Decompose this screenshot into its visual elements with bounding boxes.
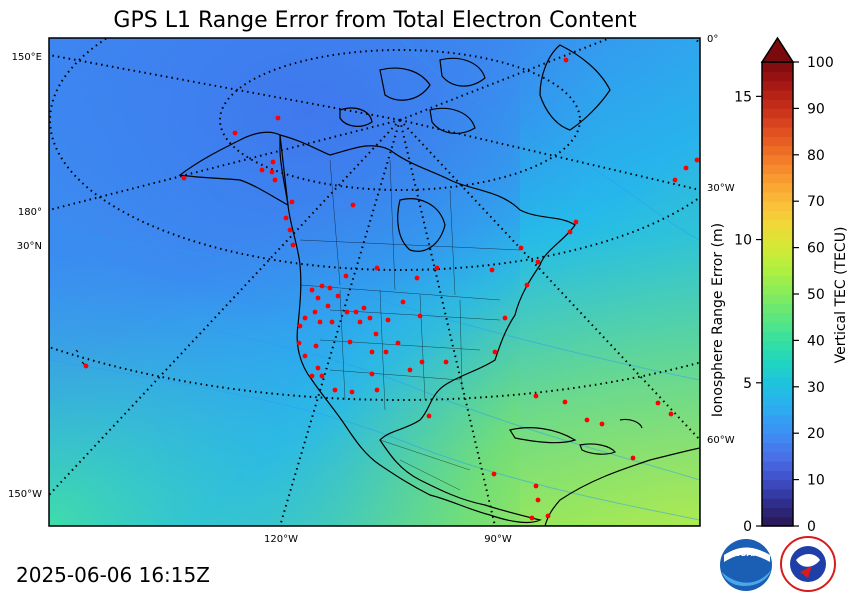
- colorbar-segment: [762, 349, 793, 360]
- colorbar-segment: [762, 498, 793, 509]
- colorbar-segment: [762, 488, 793, 499]
- colorbar-segment: [762, 256, 793, 267]
- colorbar-segment: [762, 145, 793, 156]
- colorbar-segment: [762, 117, 793, 128]
- colorbar-segment: [762, 275, 793, 286]
- colorbar-segment: [762, 321, 793, 332]
- range-tick-label: 5: [743, 376, 752, 392]
- colorbar-segment: [762, 423, 793, 434]
- colorbar-segment: [762, 62, 793, 72]
- tec-tick-label: 10: [807, 473, 825, 489]
- colorbar-segment: [762, 247, 793, 258]
- tec-contours: [49, 38, 700, 521]
- graticule: [49, 38, 700, 526]
- colorbar-segment: [762, 154, 793, 165]
- colorbar-segment: [762, 266, 793, 277]
- nws-logo: [780, 536, 836, 592]
- colorbar-segment: [762, 71, 793, 82]
- colorbar-segment: [762, 229, 793, 239]
- colorbar-segment: [762, 442, 793, 453]
- tec-tick-label: 60: [807, 241, 825, 257]
- range-tick-label: 10: [734, 233, 752, 249]
- tec-tick-label: 90: [807, 101, 825, 117]
- colorbar-segment: [762, 414, 793, 425]
- graticule-label-30n: 30°N: [17, 241, 42, 252]
- range-tick-label: 0: [743, 519, 752, 535]
- colorbar-segment: [762, 312, 793, 323]
- map-frame: [48, 37, 701, 527]
- colorbar-segment: [762, 164, 793, 174]
- colorbar-segment: [762, 294, 793, 304]
- range-axis-label: Ionosphere Range Error (m): [710, 223, 726, 417]
- tec-tick-label: 30: [807, 380, 825, 396]
- colorbar-segment: [762, 210, 793, 221]
- tec-tick-label: 80: [807, 148, 825, 164]
- noaa-logo: NOAA: [720, 539, 772, 591]
- colorbar-segment: [762, 182, 793, 193]
- graticule-label-90w: 90°W: [484, 534, 512, 545]
- colorbar-segment: [762, 461, 793, 471]
- graticule-label-60w: 60°W: [707, 435, 735, 446]
- colorbar-segment: [762, 89, 793, 100]
- graticule-label-30w: 30°W: [707, 183, 735, 194]
- tec-tick-label: 100: [807, 55, 834, 71]
- tec-tick-label: 50: [807, 287, 825, 303]
- colorbar-segment: [762, 80, 793, 91]
- tec-tick-label: 70: [807, 194, 825, 210]
- colorbar-segment: [762, 516, 793, 527]
- colorbar-segment: [762, 377, 793, 388]
- station-markers: [83, 57, 700, 521]
- colorbar-segment: [762, 479, 793, 490]
- colorbar-segment: [762, 396, 793, 406]
- colorbar-segment: [762, 173, 793, 184]
- graticule-label-0: 0°: [707, 34, 718, 45]
- colorbar-extend-arrow: [760, 36, 795, 63]
- graticule-label-150e: 150°E: [12, 52, 42, 63]
- colorbar-segment: [762, 99, 793, 109]
- admin-borders: [299, 159, 521, 491]
- colorbar-segment: [762, 433, 793, 444]
- chart-title: GPS L1 Range Error from Total Electron C…: [113, 8, 637, 33]
- colorbar-segment: [762, 331, 793, 341]
- colorbar-segment: [762, 368, 793, 379]
- colorbar-segment: [762, 191, 793, 202]
- graticule-label-180: 180°: [18, 207, 42, 218]
- tec-tick-label: 40: [807, 333, 825, 349]
- colorbar-segment: [762, 451, 793, 462]
- colorbar-segment: [762, 201, 793, 212]
- timestamp: 2025-06-06 16:15Z: [16, 563, 210, 587]
- colorbar-segment: [762, 340, 793, 351]
- graticule-label-120w: 120°W: [264, 534, 298, 545]
- colorbar-segment: [762, 358, 793, 369]
- colorbar-segment: [762, 219, 793, 230]
- colorbar-segment: [762, 108, 793, 119]
- colorbar-segment: [762, 284, 793, 295]
- colorbar-segment: [762, 470, 793, 481]
- colorbar-segment: [762, 507, 793, 518]
- graticule-label-150w: 150°W: [8, 489, 42, 500]
- tec-tick-label: 20: [807, 426, 825, 442]
- range-tick-label: 15: [734, 89, 752, 105]
- tec-tick-label: 0: [807, 519, 816, 535]
- tec-axis-label: Vertical TEC (TECU): [833, 227, 849, 364]
- colorbar-segment: [762, 238, 793, 249]
- colorbar-segment: [762, 126, 793, 137]
- colorbar-segment: [762, 136, 793, 147]
- noaa-logo-text: NOAA: [733, 549, 759, 558]
- colorbar-segment: [762, 405, 793, 416]
- colorbar-segment: [762, 303, 793, 314]
- colorbar: 0 10 20 30 40 50 60 70 80 90 100 0 5 10 15: [734, 36, 834, 535]
- colorbar-segment: [762, 386, 793, 397]
- map-panel: [49, 38, 700, 526]
- coastlines: [75, 44, 700, 526]
